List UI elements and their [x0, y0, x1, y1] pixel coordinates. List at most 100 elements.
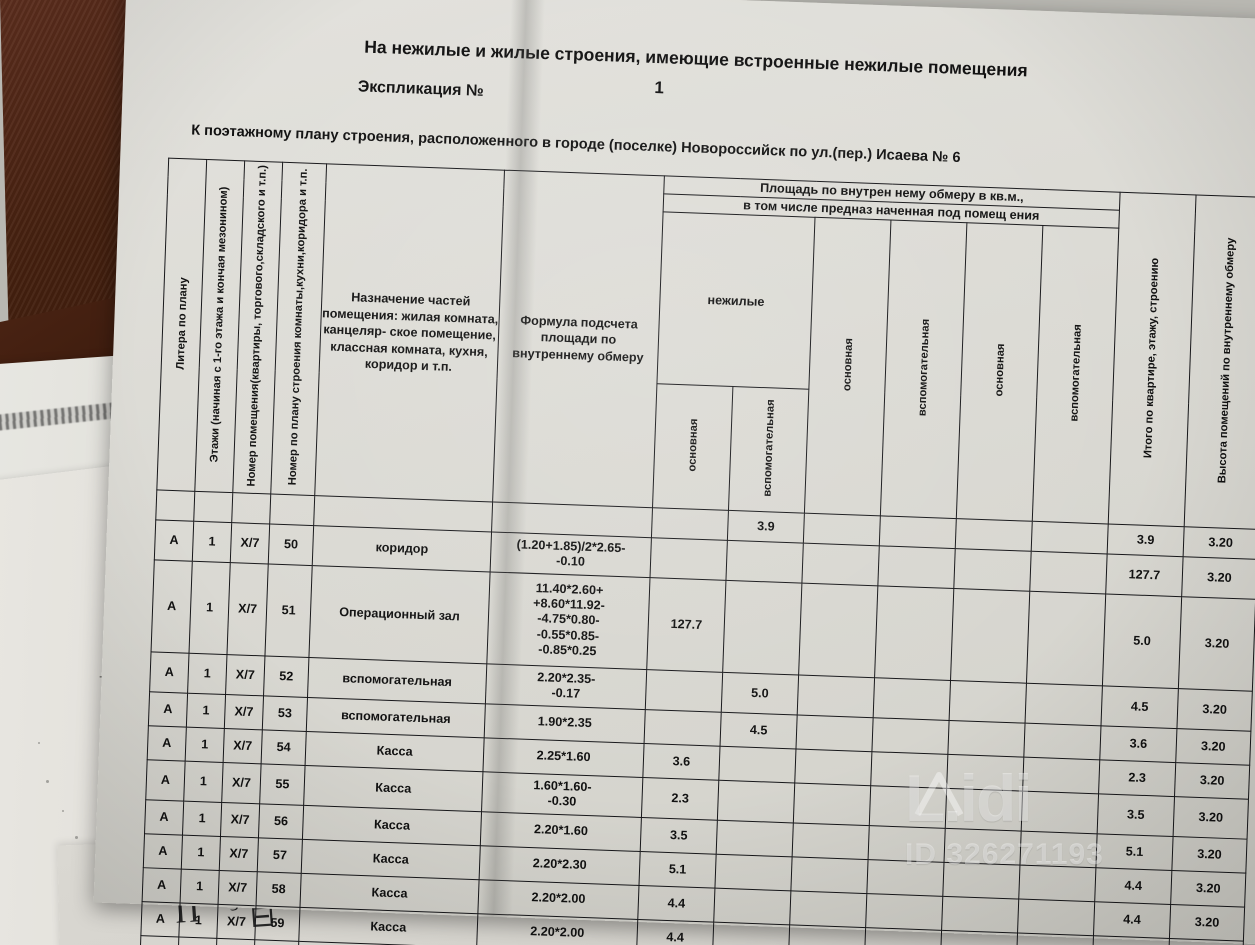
row-purpose: Касса — [303, 765, 483, 812]
paper-speck — [38, 742, 40, 744]
row-litera: А — [138, 935, 179, 945]
row-floors: 1 — [182, 800, 222, 837]
row-total: 4.5 — [1101, 685, 1179, 729]
th-total: Итого по квартире, этажу, строению — [1108, 192, 1197, 527]
row-main-3 — [942, 861, 1020, 899]
row-auxiliary-3 — [1022, 756, 1100, 794]
row-height: 3.20 — [1173, 796, 1249, 839]
row-main-1 — [645, 669, 723, 712]
row-total: 127.7 — [1105, 553, 1184, 597]
row-formula: 2.20*2.00 — [477, 879, 640, 920]
explication-document: На нежилые и жилые строения, имеющие вст… — [93, 0, 1255, 945]
row-auxiliary-3 — [1019, 830, 1098, 868]
row-auxiliary-3 — [1016, 932, 1094, 945]
row-formula: 1.60*1.60- -0.30 — [481, 771, 643, 818]
row-main-2 — [803, 512, 881, 546]
paper-speck — [75, 836, 78, 839]
explication-line: Экспликация № 1 — [358, 78, 665, 105]
row-auxiliary-1 — [717, 779, 795, 823]
row-auxiliary-2 — [868, 825, 946, 862]
row-main-3 — [944, 828, 1022, 865]
row-total: 3.9 — [1107, 523, 1185, 557]
row-auxiliary-2 — [873, 677, 951, 721]
row-auxiliary-1: 5.0 — [721, 671, 799, 715]
row-auxiliary-2 — [866, 859, 945, 896]
row-main-1 — [644, 709, 722, 746]
row-formula: 2.25*1.60 — [482, 737, 645, 778]
row-main-3 — [946, 754, 1024, 791]
row-main-3 — [953, 548, 1032, 591]
row-plan-number: 53 — [262, 695, 308, 732]
row-main-2 — [792, 822, 870, 860]
row-main-1: 5.1 — [639, 851, 717, 888]
explication-underline: 1 — [494, 78, 664, 97]
row-room-number: Х/7 — [220, 802, 260, 838]
row-total: 3.6 — [1099, 725, 1177, 763]
row-main-3 — [940, 929, 1018, 945]
row-main-1: 2.3 — [641, 777, 719, 820]
row-litera: А — [140, 901, 181, 937]
row-plan-number — [269, 493, 315, 526]
row-formula: 2.20*2.00 — [476, 913, 638, 945]
row-height: 3.20 — [1169, 904, 1245, 941]
row-auxiliary-2 — [864, 927, 942, 945]
row-litera: А — [142, 867, 182, 903]
row-purpose: Касса — [298, 906, 478, 945]
row-main-3 — [950, 588, 1030, 683]
row-total: 5.0 — [1102, 593, 1182, 689]
row-main-2 — [801, 542, 880, 586]
row-auxiliary-2 — [874, 585, 954, 681]
row-main-2 — [795, 714, 874, 752]
th-auxiliary-3: вспомогательная — [1032, 225, 1119, 524]
row-plan-number: 59 — [254, 905, 301, 941]
row-floors: 1 — [178, 902, 219, 939]
paper-speck — [62, 810, 64, 812]
row-auxiliary-3 — [1018, 864, 1096, 902]
row-height: 3.20 — [1170, 870, 1246, 907]
th-nonresidential: нежилые — [656, 211, 816, 390]
row-purpose: Операционный зал — [308, 565, 491, 664]
row-auxiliary-2 — [877, 545, 956, 589]
row-litera: А — [148, 691, 188, 727]
row-room-number: Х/7 — [216, 904, 257, 940]
th-formula: Формула подсчета площади по внутреннему … — [492, 170, 665, 508]
explication-table: Литера по плану Этажи (начиная с 1-го эт… — [133, 158, 1255, 945]
row-height: 3.20 — [1181, 556, 1255, 599]
row-main-2 — [793, 782, 871, 826]
row-auxiliary-2 — [865, 893, 943, 930]
row-room-number: Х/7 — [225, 654, 265, 696]
row-formula: 2.20*2.35- -0.17 — [485, 663, 647, 710]
row-main-3 — [941, 895, 1019, 933]
row-floors: 1 — [176, 936, 217, 945]
row-formula: 11.40*2.60+ +8.60*11.92- -4.75*0.80- -0.… — [486, 571, 651, 670]
row-auxiliary-2 — [879, 515, 957, 549]
row-main-2 — [788, 924, 866, 945]
table-head: Литера по плану Этажи (начиная с 1-го эт… — [156, 158, 1255, 530]
row-auxiliary-3 — [1023, 722, 1102, 760]
row-formula: 2.20*1.60 — [480, 811, 642, 852]
row-main-3 — [947, 720, 1026, 757]
row-main-2 — [797, 674, 875, 718]
row-room-number: Х/7 — [223, 728, 263, 764]
row-auxiliary-1: 3.9 — [727, 510, 805, 543]
row-height: 3.20 — [1176, 688, 1253, 731]
row-auxiliary-3 — [1026, 590, 1106, 686]
row-plan-number: 58 — [256, 871, 302, 907]
row-litera: А — [145, 759, 186, 801]
row-main-1: 3.6 — [642, 743, 721, 780]
row-auxiliary-3 — [1025, 682, 1103, 726]
row-total: 4.4 — [1093, 901, 1171, 939]
row-auxiliary-3 — [1017, 898, 1095, 936]
row-floors — [193, 490, 233, 523]
th-height: Высота помещений по внутреннему обмеру — [1184, 194, 1255, 530]
row-main-2 — [789, 890, 867, 928]
row-plan-number: 50 — [268, 523, 314, 566]
row-floors: 1 — [183, 760, 224, 803]
row-room-number: Х/7 — [219, 836, 259, 872]
row-auxiliary-2 — [869, 785, 947, 829]
row-plan-number: 51 — [264, 563, 313, 658]
row-main-3 — [945, 788, 1023, 831]
row-total: 3.5 — [1097, 793, 1175, 837]
row-auxiliary-1 — [714, 853, 793, 891]
